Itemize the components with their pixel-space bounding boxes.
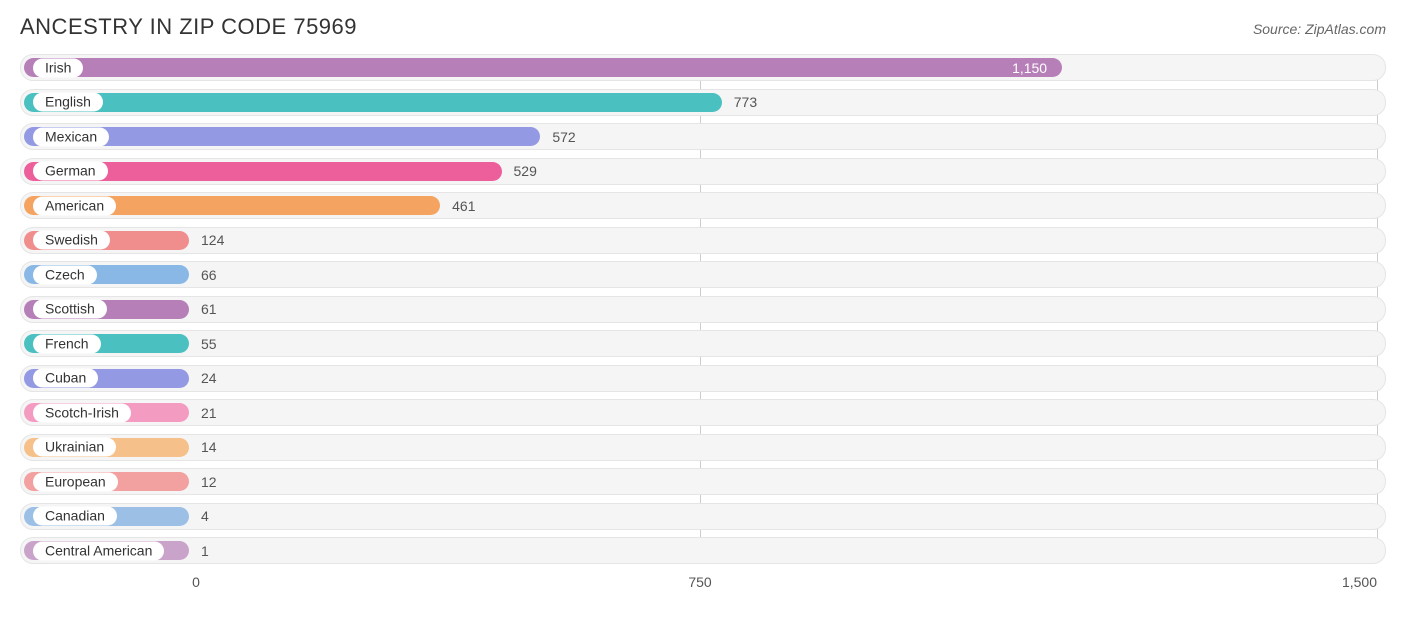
bar-row: Central American 1: [20, 537, 1386, 564]
bar-row: American 461: [20, 192, 1386, 219]
bar-row: German 529: [20, 158, 1386, 185]
bar-fill: [24, 93, 722, 112]
bar-label: Swedish: [33, 231, 110, 250]
bar-value: 55: [201, 336, 217, 352]
bar-row: Mexican 572: [20, 123, 1386, 150]
bar-value: 4: [201, 508, 209, 524]
bar-value: 66: [201, 267, 217, 283]
bar-value: 461: [452, 198, 475, 214]
bar-label: French: [33, 334, 101, 353]
bar-row: English 773: [20, 89, 1386, 116]
chart-area: Irish 1,150 English 773 Mexican 572 German 529 A…: [0, 48, 1406, 564]
bar-row: Czech 66: [20, 261, 1386, 288]
bar-label: Cuban: [33, 369, 98, 388]
x-axis-tick: 750: [688, 574, 711, 590]
bar-label: Scotch-Irish: [33, 403, 131, 422]
bar-fill: [24, 58, 1062, 77]
bar-label: Czech: [33, 265, 97, 284]
bar-value: 21: [201, 405, 217, 421]
bar-label: American: [33, 196, 116, 215]
bar-label: Mexican: [33, 127, 109, 146]
bar-label: Central American: [33, 541, 164, 560]
chart-source: Source: ZipAtlas.com: [1253, 21, 1386, 37]
bar-value: 61: [201, 301, 217, 317]
x-axis-tick: 1,500: [1342, 574, 1377, 590]
bar-row: Scotch-Irish 21: [20, 399, 1386, 426]
bar-value: 572: [552, 129, 575, 145]
bar-row: European 12: [20, 468, 1386, 495]
bar-row: Ukrainian 14: [20, 434, 1386, 461]
bar-label: Ukrainian: [33, 438, 116, 457]
bar-label: English: [33, 93, 103, 112]
bar-value: 529: [514, 163, 537, 179]
bar-label: Scottish: [33, 300, 107, 319]
chart-header: ANCESTRY IN ZIP CODE 75969 Source: ZipAt…: [0, 0, 1406, 48]
chart-title: ANCESTRY IN ZIP CODE 75969: [20, 14, 357, 40]
bar-row: Scottish 61: [20, 296, 1386, 323]
bar-row: Irish 1,150: [20, 54, 1386, 81]
bar-row: Swedish 124: [20, 227, 1386, 254]
bar-label: Irish: [33, 58, 83, 77]
bar-row: Canadian 4: [20, 503, 1386, 530]
source-prefix: Source:: [1253, 21, 1305, 37]
bar-label: Canadian: [33, 507, 117, 526]
x-axis-tick: 0: [192, 574, 200, 590]
source-name: ZipAtlas.com: [1305, 21, 1386, 37]
bar-row: French 55: [20, 330, 1386, 357]
bar-value: 24: [201, 370, 217, 386]
bar-value: 1,150: [1012, 60, 1047, 76]
bar-label: European: [33, 472, 118, 491]
bar-value: 1: [201, 543, 209, 559]
bar-row: Cuban 24: [20, 365, 1386, 392]
bar-value: 773: [734, 94, 757, 110]
bar-value: 14: [201, 439, 217, 455]
bar-label: German: [33, 162, 108, 181]
bar-value: 124: [201, 232, 224, 248]
bars-container: Irish 1,150 English 773 Mexican 572 German 529 A…: [20, 54, 1386, 564]
x-axis: 0 750 1,500: [20, 572, 1386, 600]
bar-value: 12: [201, 474, 217, 490]
